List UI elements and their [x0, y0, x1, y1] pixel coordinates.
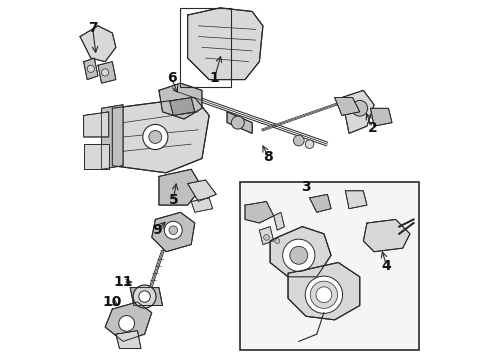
Circle shape	[264, 234, 270, 240]
Text: 7: 7	[88, 21, 98, 35]
Polygon shape	[84, 144, 109, 169]
Polygon shape	[101, 105, 123, 169]
Circle shape	[164, 221, 182, 239]
Polygon shape	[310, 194, 331, 212]
Polygon shape	[84, 58, 98, 80]
Circle shape	[133, 285, 156, 308]
Bar	[180, 8, 231, 87]
Polygon shape	[191, 198, 213, 212]
Text: 1: 1	[210, 71, 220, 85]
Polygon shape	[345, 191, 367, 209]
Polygon shape	[270, 226, 331, 277]
Circle shape	[275, 238, 280, 243]
Circle shape	[143, 125, 168, 149]
Circle shape	[290, 246, 308, 264]
Polygon shape	[112, 98, 209, 173]
Circle shape	[305, 276, 343, 314]
Polygon shape	[116, 330, 141, 348]
Circle shape	[316, 287, 332, 303]
Circle shape	[305, 140, 314, 148]
Text: 2: 2	[368, 121, 377, 135]
Text: 10: 10	[102, 295, 122, 309]
Polygon shape	[259, 226, 274, 244]
Circle shape	[149, 131, 162, 143]
Polygon shape	[170, 98, 195, 116]
Circle shape	[352, 100, 368, 116]
Circle shape	[87, 65, 95, 72]
Polygon shape	[227, 112, 252, 134]
Polygon shape	[188, 180, 216, 202]
Polygon shape	[335, 98, 360, 116]
Circle shape	[310, 281, 338, 309]
Text: 3: 3	[301, 180, 311, 194]
Polygon shape	[274, 212, 285, 230]
Polygon shape	[159, 169, 202, 205]
Polygon shape	[288, 262, 360, 320]
Circle shape	[139, 291, 150, 302]
Polygon shape	[98, 62, 116, 83]
Polygon shape	[159, 83, 202, 119]
Polygon shape	[152, 212, 195, 252]
Text: 5: 5	[169, 193, 178, 207]
Bar	[240, 182, 419, 350]
Polygon shape	[370, 108, 392, 126]
Text: 8: 8	[264, 150, 273, 164]
Polygon shape	[130, 288, 163, 306]
Circle shape	[169, 226, 177, 234]
Text: 4: 4	[382, 259, 392, 273]
Text: 9: 9	[152, 223, 162, 237]
Polygon shape	[80, 26, 116, 62]
Circle shape	[283, 239, 315, 271]
Polygon shape	[84, 112, 109, 137]
Polygon shape	[342, 90, 374, 134]
Polygon shape	[188, 8, 263, 80]
Text: 6: 6	[167, 71, 176, 85]
Polygon shape	[105, 302, 152, 341]
Circle shape	[101, 69, 109, 76]
Text: 11: 11	[113, 275, 133, 289]
Polygon shape	[364, 220, 410, 252]
Circle shape	[119, 316, 135, 331]
Circle shape	[231, 116, 245, 129]
Circle shape	[294, 135, 304, 146]
Polygon shape	[245, 202, 274, 223]
